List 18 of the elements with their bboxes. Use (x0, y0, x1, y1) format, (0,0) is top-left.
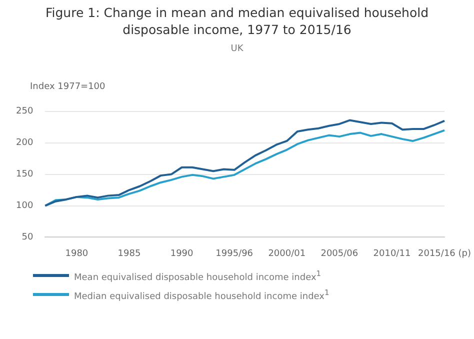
x-tick-label: 1990 (170, 248, 194, 259)
y-tick-label: 250 (16, 106, 34, 117)
x-tick-label: 2000/01 (268, 248, 306, 259)
x-tick-label: 1985 (118, 248, 141, 259)
y-tick-label: 200 (16, 138, 34, 148)
y-tick-label: 150 (16, 170, 34, 180)
chart-subtitle: UK (230, 44, 244, 54)
x-tick-label: 1980 (65, 248, 88, 259)
legend-label: Mean equivalised disposable household income index$^{1}$ (74, 268, 322, 282)
chart-title: Figure 1: Change in mean and median equivalised household disposable income, 1977 to 2015/16 (44, 4, 430, 38)
x-tick-label: 2015/16 (p) (418, 248, 472, 259)
y-axis-title: Index 1977=100 (30, 82, 106, 94)
x-tick-label: 2005/06 (320, 248, 358, 259)
x-tick-label: 2010/11 (373, 248, 411, 259)
x-tick-label: 1995/96 (216, 248, 254, 259)
y-tick-label: 50 (22, 232, 34, 243)
legend-label: Median equivalised disposable household income index$^{1}$ (74, 288, 330, 302)
y-tick-label: 100 (16, 201, 34, 212)
